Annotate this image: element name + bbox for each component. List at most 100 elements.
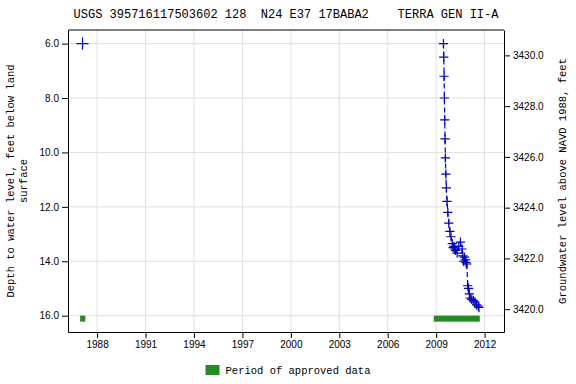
tick: 3428.0 <box>504 101 544 112</box>
point <box>440 115 449 124</box>
frame-line <box>68 30 504 31</box>
point <box>442 197 451 206</box>
tick-label: 1991 <box>135 339 158 350</box>
data <box>76 38 483 322</box>
point <box>462 259 471 268</box>
tick: 14.0 <box>40 256 68 267</box>
tick-mark <box>504 157 510 158</box>
tick-label: 1994 <box>183 339 206 350</box>
tick-label: 2000 <box>280 339 303 350</box>
tick-mark <box>504 309 510 310</box>
point <box>457 244 466 253</box>
tick-label: 3420.0 <box>513 304 544 315</box>
x-axis: 1988 1991 1994 1997 2000 2003 2006 2009 2012 <box>69 332 505 350</box>
legend-label: Period of approved data <box>226 365 371 377</box>
tick-mark <box>62 44 68 45</box>
approved-period <box>80 316 85 322</box>
point <box>76 38 88 50</box>
tick-mark <box>339 332 340 338</box>
title: USGS 395716117503602 128 N24 E37 17BABA2… <box>74 8 500 22</box>
tick-label: 3422.0 <box>513 253 544 264</box>
legend-item: Period of approved data <box>206 365 371 377</box>
tick-label: 14.0 <box>40 256 60 267</box>
point <box>439 53 448 62</box>
tick-label: 3426.0 <box>513 152 544 163</box>
tick: 1988 <box>86 332 109 350</box>
grid-line <box>97 30 98 332</box>
tick: 2006 <box>377 332 400 350</box>
grid-line <box>145 30 146 332</box>
tick-label: 2006 <box>377 339 400 350</box>
chart: 1988 1991 1994 1997 2000 2003 2006 2009 2012 6.0 8… <box>0 0 576 384</box>
point <box>474 302 483 311</box>
tick-label: 6.0 <box>45 38 59 49</box>
axis-line <box>68 31 69 333</box>
tick: 2009 <box>426 332 449 350</box>
approved-period <box>434 316 480 322</box>
point <box>439 72 448 81</box>
tick: 3424.0 <box>504 202 544 213</box>
tick: 3420.0 <box>504 304 544 315</box>
tick: 1994 <box>183 332 206 350</box>
grid-line <box>339 30 340 332</box>
tick: 8.0 <box>45 93 68 104</box>
tick-mark <box>62 261 68 262</box>
tick-label: 1997 <box>232 339 255 350</box>
point <box>441 153 450 162</box>
grid-line <box>68 261 504 262</box>
tick: 3430.0 <box>504 50 544 61</box>
grid-line <box>68 98 504 99</box>
y2-axis-title: Groundwater level above NAVD 1988, feet <box>557 58 569 304</box>
plot: 1988 1991 1994 1997 2000 2003 2006 2009 2012 6.0 8… <box>40 30 544 350</box>
grid-line <box>242 30 243 332</box>
tick-mark <box>485 332 486 338</box>
y-axis: 6.0 8.0 10.0 12.0 14.0 16.0 <box>40 31 69 333</box>
tick-mark <box>194 332 195 338</box>
point <box>446 232 455 241</box>
tick-label: 3430.0 <box>513 50 544 61</box>
grid-line <box>484 30 485 332</box>
tick-label: 12.0 <box>40 202 60 213</box>
tick-mark <box>388 332 389 338</box>
tick: 12.0 <box>40 202 68 213</box>
grid-line <box>193 30 194 332</box>
tick: 10.0 <box>40 147 68 158</box>
tick: 16.0 <box>40 310 68 321</box>
tick-mark <box>146 332 147 338</box>
tick: 1991 <box>135 332 158 350</box>
point <box>444 219 453 228</box>
tick-label: 3424.0 <box>513 202 544 213</box>
tick-mark <box>62 152 68 153</box>
point <box>461 258 470 267</box>
point <box>442 183 451 192</box>
point <box>456 238 465 247</box>
series-line <box>443 44 479 308</box>
tick-label: 2012 <box>474 339 497 350</box>
tick: 2012 <box>474 332 497 350</box>
tick-mark <box>291 332 292 338</box>
y-axis-title: Depth to water level, feet below landsur… <box>5 64 30 297</box>
tick-label: 2009 <box>426 339 449 350</box>
tick-label: 2003 <box>329 339 352 350</box>
tick-label: 3428.0 <box>513 101 544 112</box>
tick-mark <box>97 332 98 338</box>
tick: 3422.0 <box>504 253 544 264</box>
tick-mark <box>436 332 437 338</box>
grid-line <box>387 30 388 332</box>
y2-axis: 3420.0 3422.0 3424.0 3426.0 3428.0 3430.0 <box>504 31 544 333</box>
point <box>465 289 474 298</box>
grid-line <box>68 43 504 44</box>
tick-mark <box>62 316 68 317</box>
point <box>464 284 473 293</box>
tick-label: 16.0 <box>40 310 60 321</box>
legend-swatch <box>206 365 220 375</box>
point <box>474 303 483 312</box>
axis-line <box>69 332 505 333</box>
tick: 6.0 <box>45 38 68 49</box>
tick-mark <box>504 208 510 209</box>
point <box>443 208 452 217</box>
tick: 2000 <box>280 332 303 350</box>
tick-mark <box>504 258 510 259</box>
tick-label: 10.0 <box>40 147 60 158</box>
point <box>441 170 450 179</box>
